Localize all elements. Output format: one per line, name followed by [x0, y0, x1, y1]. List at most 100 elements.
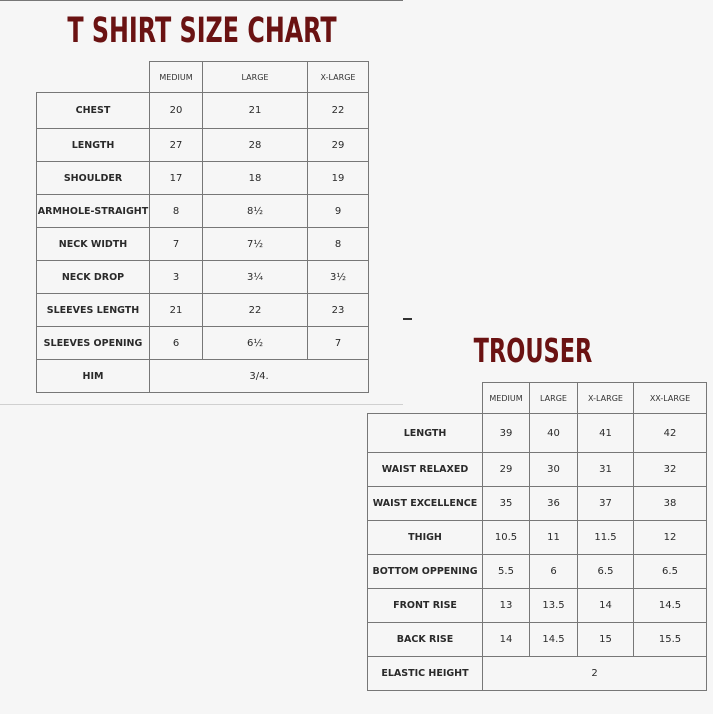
size-value: 27 [149, 128, 203, 162]
table-row: ARMHOLE-STRAIGHT 8 8½ 9 [36, 194, 369, 228]
size-value: 23 [307, 293, 369, 327]
size-value: 37 [577, 486, 634, 521]
size-value: 14.5 [633, 588, 707, 623]
size-value: 11.5 [577, 520, 634, 555]
size-value: 10.5 [482, 520, 530, 555]
table-row: SHOULDER 17 18 19 [36, 161, 369, 195]
column-header: X-LARGE [307, 61, 369, 93]
table-row: NECK WIDTH 7 7½ 8 [36, 227, 369, 261]
size-value: 3½ [307, 260, 369, 294]
size-value: 7 [149, 227, 203, 261]
size-value: 31 [577, 452, 634, 487]
row-label: BOTTOM OPPENING [367, 554, 483, 589]
table-row: BOTTOM OPPENING 5.5 6 6.5 6.5 [367, 554, 707, 589]
table-row: LENGTH 39 40 41 42 [367, 413, 707, 453]
size-value: 32 [633, 452, 707, 487]
table-row: SLEEVES LENGTH 21 22 23 [36, 293, 369, 327]
merged-value: 3/4. [149, 359, 369, 393]
table-row: FRONT RISE 13 13.5 14 14.5 [367, 588, 707, 623]
size-value: 35 [482, 486, 530, 521]
table-row: CHEST 20 21 22 [36, 92, 369, 129]
row-label: SLEEVES OPENING [36, 326, 150, 360]
dash-mark [403, 318, 412, 320]
table-row: HIM 3/4. [36, 359, 369, 393]
size-value: 6.5 [577, 554, 634, 589]
table-row: SLEEVES OPENING 6 6½ 7 [36, 326, 369, 360]
size-value: 18 [202, 161, 308, 195]
column-header: XX-LARGE [633, 382, 707, 414]
row-label: THIGH [367, 520, 483, 555]
size-value: 13 [482, 588, 530, 623]
size-value: 7 [307, 326, 369, 360]
table-row: WAIST RELAXED 29 30 31 32 [367, 452, 707, 487]
empty-corner [37, 62, 150, 93]
row-label: BACK RISE [367, 622, 483, 657]
row-label: SHOULDER [36, 161, 150, 195]
size-value: 21 [149, 293, 203, 327]
row-label: HIM [36, 359, 150, 393]
top-divider [0, 0, 403, 1]
column-header: X-LARGE [577, 382, 634, 414]
size-value: 15 [577, 622, 634, 657]
row-label: NECK WIDTH [36, 227, 150, 261]
size-value: 42 [633, 413, 707, 453]
row-label: CHEST [36, 92, 150, 129]
size-value: 7½ [202, 227, 308, 261]
size-value: 22 [307, 92, 369, 129]
size-value: 29 [482, 452, 530, 487]
size-value: 6.5 [633, 554, 707, 589]
empty-corner [368, 383, 483, 414]
size-value: 41 [577, 413, 634, 453]
size-value: 8 [307, 227, 369, 261]
size-value: 6 [149, 326, 203, 360]
size-value: 6 [529, 554, 578, 589]
section-divider [0, 404, 403, 405]
size-value: 11 [529, 520, 578, 555]
table-row: WAIST EXCELLENCE 35 36 37 38 [367, 486, 707, 521]
table-row: ELASTIC HEIGHT 2 [367, 656, 707, 691]
size-value: 38 [633, 486, 707, 521]
header-row: MEDIUM LARGE X-LARGE [37, 61, 369, 93]
size-value: 8 [149, 194, 203, 228]
row-label: WAIST RELAXED [367, 452, 483, 487]
column-header: MEDIUM [482, 382, 530, 414]
size-value: 13.5 [529, 588, 578, 623]
row-label: SLEEVES LENGTH [36, 293, 150, 327]
size-value: 14 [577, 588, 634, 623]
size-value: 15.5 [633, 622, 707, 657]
size-value: 9 [307, 194, 369, 228]
table-row: BACK RISE 14 14.5 15 15.5 [367, 622, 707, 657]
size-value: 40 [529, 413, 578, 453]
merged-value: 2 [482, 656, 707, 691]
size-value: 29 [307, 128, 369, 162]
size-value: 28 [202, 128, 308, 162]
size-value: 20 [149, 92, 203, 129]
size-value: 14.5 [529, 622, 578, 657]
size-value: 39 [482, 413, 530, 453]
size-value: 30 [529, 452, 578, 487]
tshirt-size-table: MEDIUM LARGE X-LARGE CHEST 20 21 22 LENGTH 27 28 2… [36, 61, 369, 393]
row-label: LENGTH [367, 413, 483, 453]
trouser-size-table: MEDIUM LARGE X-LARGE XX-LARGE LENGTH 39 40 41 42… [367, 382, 707, 691]
tshirt-title: T SHIRT SIZE CHART [67, 11, 337, 51]
trouser-title: TROUSER [473, 331, 593, 370]
size-value: 3¼ [202, 260, 308, 294]
size-value: 14 [482, 622, 530, 657]
row-label: WAIST EXCELLENCE [367, 486, 483, 521]
size-value: 3 [149, 260, 203, 294]
size-value: 8½ [202, 194, 308, 228]
size-value: 5.5 [482, 554, 530, 589]
row-label: ELASTIC HEIGHT [367, 656, 483, 691]
header-row: MEDIUM LARGE X-LARGE XX-LARGE [368, 382, 707, 414]
row-label: FRONT RISE [367, 588, 483, 623]
row-label: NECK DROP [36, 260, 150, 294]
column-header: MEDIUM [149, 61, 203, 93]
column-header: LARGE [529, 382, 578, 414]
row-label: LENGTH [36, 128, 150, 162]
size-value: 21 [202, 92, 308, 129]
table-row: LENGTH 27 28 29 [36, 128, 369, 162]
size-value: 6½ [202, 326, 308, 360]
size-value: 36 [529, 486, 578, 521]
size-value: 17 [149, 161, 203, 195]
column-header: LARGE [202, 61, 308, 93]
